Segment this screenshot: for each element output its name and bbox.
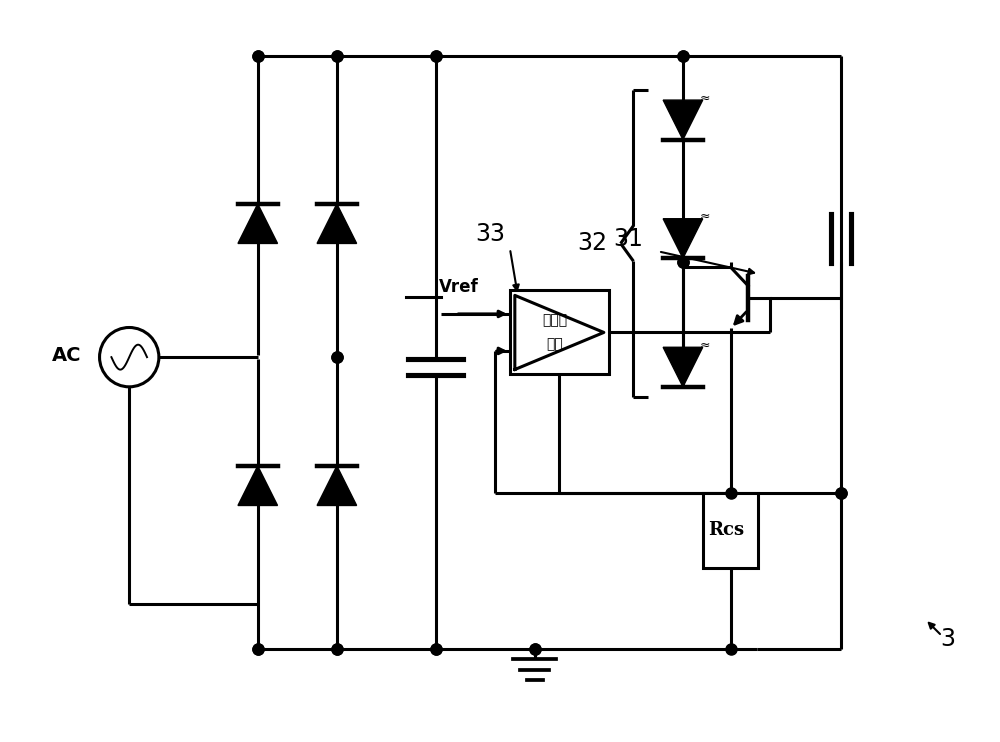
Text: 32: 32 bbox=[577, 232, 607, 255]
Text: ≈: ≈ bbox=[700, 210, 710, 223]
Text: 大器: 大器 bbox=[546, 338, 563, 351]
Polygon shape bbox=[238, 204, 278, 243]
Polygon shape bbox=[317, 466, 357, 505]
Bar bbox=[703, 493, 758, 568]
Text: 3: 3 bbox=[940, 627, 955, 651]
Polygon shape bbox=[238, 466, 278, 505]
Polygon shape bbox=[663, 347, 703, 387]
Bar bbox=[510, 290, 609, 375]
Text: 31: 31 bbox=[614, 226, 644, 251]
Text: 误差放: 误差放 bbox=[542, 314, 567, 327]
Polygon shape bbox=[663, 219, 703, 258]
Text: ≈: ≈ bbox=[700, 91, 710, 105]
Text: Rcs: Rcs bbox=[708, 521, 744, 539]
Text: Vref: Vref bbox=[439, 278, 478, 296]
Polygon shape bbox=[317, 204, 357, 243]
Text: AC: AC bbox=[52, 346, 82, 364]
Text: ≈: ≈ bbox=[700, 339, 710, 352]
Text: 33: 33 bbox=[475, 222, 505, 246]
Polygon shape bbox=[663, 100, 703, 139]
